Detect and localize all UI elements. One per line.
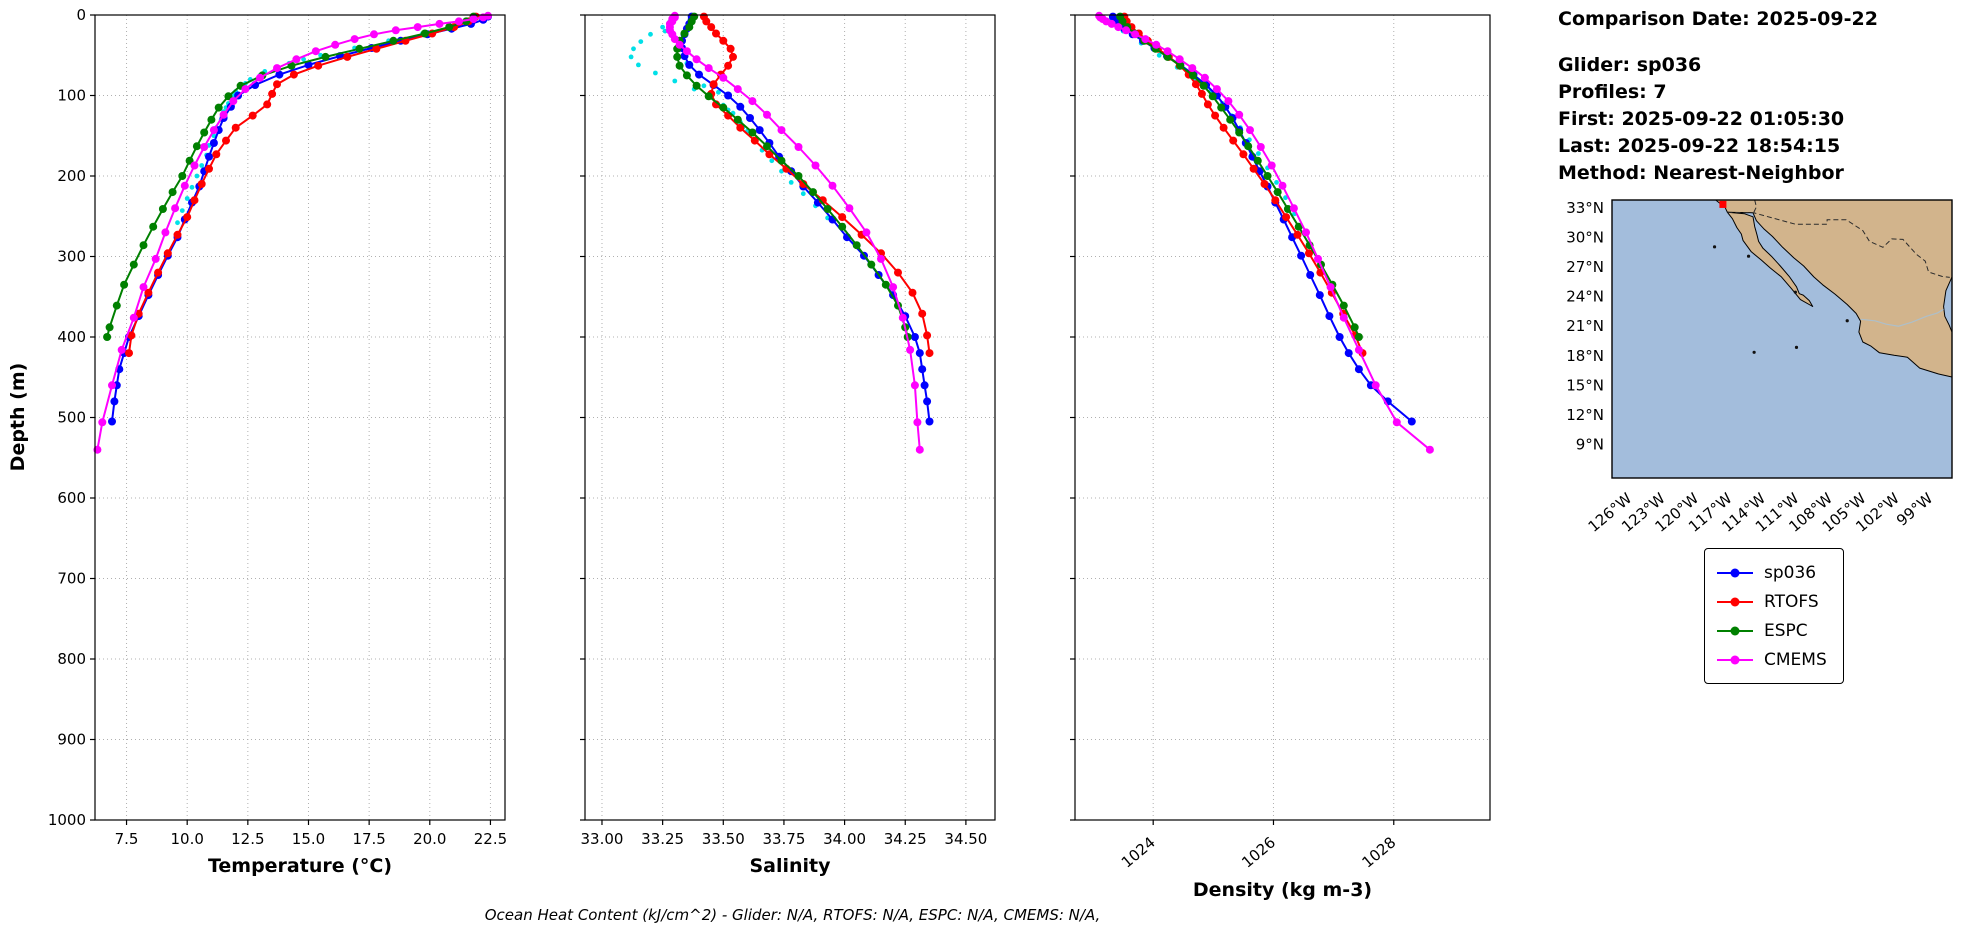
legend-label: RTOFS	[1764, 591, 1819, 612]
map-lat-label: 9°N	[1576, 435, 1604, 453]
y-tick-label: 400	[57, 328, 86, 346]
map-border-dashed	[1753, 200, 1757, 214]
y-tick-label: 0	[76, 6, 86, 24]
ocean-heat-content-note: Ocean Heat Content (kJ/cm^2) - Glider: N…	[484, 906, 1101, 924]
series-CMEMS	[93, 11, 492, 454]
x-axis: 33.00 33.25 33.50 33.75 34.00 34.25 34.50 Salin…	[581, 820, 987, 877]
map-river	[1860, 308, 1944, 327]
y-tick-label: 300	[57, 248, 86, 266]
series-ESPC	[103, 12, 478, 341]
y-tick-label: 200	[57, 167, 86, 185]
map-frame	[1611, 199, 1953, 479]
density-plot: 1024 1026 1028 Density (kg m-3)	[1070, 11, 1491, 901]
legend-swatch-CMEMS	[1717, 655, 1753, 664]
x-tick-label: 34.00	[823, 830, 866, 848]
map-border-dashed	[1727, 211, 1950, 278]
series-CMEMS	[665, 11, 924, 454]
x-axis: 7.5 10.0 12.5 15.0 17.5 20.0 22.5 Temperature (…	[115, 820, 507, 877]
x-tick-label: 20.0	[413, 830, 446, 848]
y-axis	[1070, 14, 1075, 821]
legend-item-CMEMS: CMEMS	[1715, 645, 1827, 674]
temperature-plot: 7.5 10.0 12.5 15.0 17.5 20.0 22.5 Temperature (…	[48, 6, 507, 877]
info-line: Profiles: 7	[1558, 81, 1667, 103]
x-tick-label: 33.25	[641, 830, 684, 848]
x-tick-label: 34.25	[884, 830, 927, 848]
y-tick-label: 800	[57, 650, 86, 668]
legend-item-sp036: sp036	[1715, 558, 1827, 587]
x-tick-label: 10.0	[170, 830, 203, 848]
legend-label: sp036	[1764, 562, 1817, 583]
map-land	[1715, 200, 1952, 378]
legend-label: ESPC	[1764, 620, 1808, 641]
x-tick-label: 1026	[1238, 833, 1279, 871]
legend-swatch-ESPC	[1717, 626, 1753, 635]
map-island	[1794, 345, 1799, 349]
profile-plots: 7.5 10.0 12.5 15.0 17.5 20.0 22.5 Temperature (…	[7, 6, 1491, 901]
x-axis-label: Temperature (°C)	[208, 855, 392, 877]
x-tick-label: 34.50	[944, 830, 987, 848]
y-tick-label: 100	[57, 87, 86, 105]
y-axis-label: Depth (m)	[7, 363, 29, 472]
info-panel: Comparison Date: 2025-09-22 Glider: sp03…	[1558, 8, 1878, 187]
info-line: Last: 2025-09-22 18:54:15	[1558, 135, 1841, 157]
x-tick-label: 15.0	[292, 830, 325, 848]
x-tick-label: 22.5	[474, 830, 507, 848]
map-canvas	[1612, 200, 1952, 478]
legend-item-RTOFS: RTOFS	[1715, 587, 1827, 616]
location-map: 33°N30°N27°N24°N21°N18°N15°N12°N9°N126°W…	[1566, 199, 1953, 536]
y-axis	[580, 14, 585, 821]
y-axis: 0 100 200 300 400 500 600 700 800 900 1000	[48, 6, 95, 829]
map-island	[1712, 245, 1717, 249]
x-tick-label: 33.75	[762, 830, 805, 848]
map-lat-label: 15°N	[1566, 376, 1604, 394]
x-tick-label: 7.5	[115, 830, 139, 848]
map-island	[1746, 254, 1751, 258]
map-land	[1726, 211, 1814, 307]
legend-label: CMEMS	[1764, 649, 1827, 670]
glider-position-marker	[1719, 200, 1727, 208]
salinity-plot: 33.00 33.25 33.50 33.75 34.00 34.25 34.50 Salin…	[580, 11, 996, 877]
info-line: Glider: sp036	[1558, 54, 1702, 76]
map-lat-label: 24°N	[1566, 288, 1604, 306]
y-tick-label: 500	[57, 409, 86, 427]
info-line: First: 2025-09-22 01:05:30	[1558, 108, 1845, 130]
map-island	[1752, 350, 1756, 354]
map-lon-label: 99°W	[1893, 489, 1936, 530]
map-lat-label: 12°N	[1566, 406, 1604, 424]
map-lat-label: 27°N	[1566, 258, 1604, 276]
x-axis: 1024 1026 1028 Density (kg m-3)	[1118, 820, 1399, 901]
series-CMEMS	[1095, 11, 1434, 454]
legend-item-ESPC: ESPC	[1715, 616, 1827, 645]
map-island	[1793, 290, 1797, 294]
map-lat-label: 21°N	[1566, 317, 1604, 335]
legend: sp036 RTOFS ESPC CMEMS	[1704, 548, 1844, 684]
x-axis-label: Density (kg m-3)	[1193, 879, 1372, 901]
x-tick-label: 17.5	[352, 830, 385, 848]
x-tick-label: 33.50	[702, 830, 745, 848]
y-tick-label: 700	[57, 570, 86, 588]
y-tick-label: 900	[57, 731, 86, 749]
x-tick-label: 12.5	[231, 830, 264, 848]
y-tick-label: 1000	[48, 811, 86, 829]
y-tick-label: 600	[57, 489, 86, 507]
legend-swatch-sp036	[1717, 568, 1753, 577]
x-tick-label: 1028	[1359, 833, 1400, 871]
comparison-date: Comparison Date: 2025-09-22	[1558, 8, 1878, 30]
info-line: Method: Nearest-Neighbor	[1558, 162, 1844, 184]
map-island	[1845, 319, 1849, 323]
x-axis-label: Salinity	[749, 855, 831, 877]
glider-metadata: Glider: sp036 Profiles: 7 First: 2025-09-2…	[1558, 52, 1878, 187]
x-tick-label: 1024	[1118, 833, 1159, 871]
x-tick-label: 33.00	[581, 830, 624, 848]
map-lat-label: 30°N	[1566, 228, 1604, 246]
map-lat-label: 18°N	[1566, 347, 1604, 365]
legend-swatch-RTOFS	[1717, 597, 1753, 606]
map-lat-label: 33°N	[1566, 199, 1604, 217]
